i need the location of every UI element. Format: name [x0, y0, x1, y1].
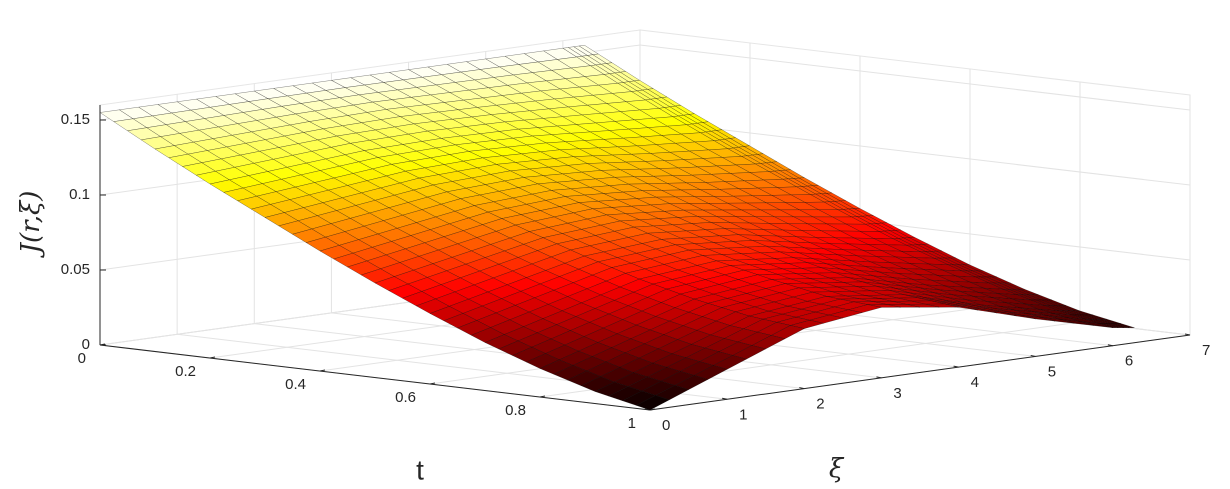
- x-tick: [429, 382, 436, 385]
- x-tick-label: 0.4: [285, 376, 306, 393]
- y-tick: [722, 397, 728, 400]
- y-tick-label: 7: [1202, 342, 1210, 359]
- y-tick: [953, 365, 959, 368]
- y-axis-label: ξ: [829, 454, 845, 484]
- x-tick-label: 0.2: [175, 363, 196, 380]
- x-tick: [209, 356, 216, 359]
- y-tick: [1107, 344, 1113, 347]
- y-tick-label: 0: [662, 417, 670, 434]
- x-tick-label: 0.6: [395, 389, 416, 406]
- y-tick-label: 3: [893, 385, 901, 402]
- grid-line: [639, 44, 1191, 111]
- x-tick: [319, 369, 326, 372]
- y-tick: [1030, 354, 1036, 357]
- y-axis: [649, 334, 1191, 411]
- z-tick-label: 0: [82, 336, 90, 353]
- z-tick-label: 0.15: [61, 111, 90, 128]
- grid-line: [639, 119, 1191, 186]
- x-tick-label: 0: [78, 350, 86, 367]
- x-tick: [99, 343, 106, 346]
- y-tick: [1184, 333, 1191, 336]
- x-tick: [539, 395, 546, 398]
- y-tick-label: 2: [816, 396, 824, 413]
- y-tick: [876, 376, 882, 379]
- z-tick-label: 0.05: [61, 261, 90, 278]
- y-tick-label: 1: [739, 406, 747, 423]
- x-axis: [99, 344, 651, 411]
- z-axis-label: J(r,ξ): [16, 191, 46, 259]
- x-tick: [649, 408, 656, 411]
- x-tick-label: 1: [628, 415, 636, 432]
- surface-patch: [635, 395, 670, 411]
- x-axis-label: t: [416, 454, 424, 485]
- z-tick-label: 0.1: [69, 186, 90, 203]
- x-tick-label: 0.8: [505, 402, 526, 419]
- y-tick: [799, 387, 805, 390]
- y-tick-label: 4: [971, 374, 979, 391]
- y-tick-label: 5: [1048, 363, 1056, 380]
- y-tick-label: 6: [1125, 353, 1133, 370]
